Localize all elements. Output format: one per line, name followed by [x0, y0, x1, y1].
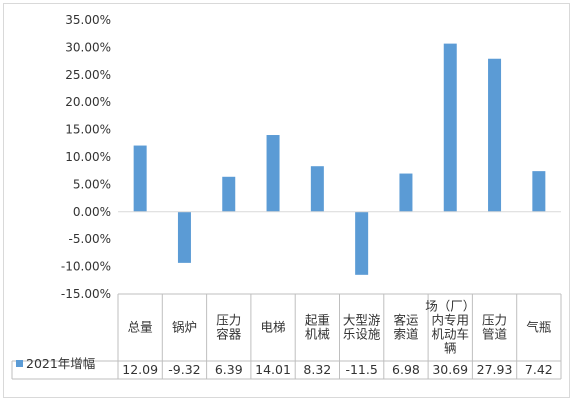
chart-frame: 35.00% 30.00% 25.00% 20.00% 15.00% 10.00% 5.00… — [3, 3, 570, 398]
category-label: 内专用 — [431, 313, 469, 328]
bar — [488, 58, 502, 212]
data-label: 14.01 — [255, 362, 291, 377]
y-tick-label: 20.00% — [65, 95, 111, 109]
category-label: 客运 — [393, 313, 419, 328]
bar — [310, 166, 324, 212]
bar — [266, 135, 280, 212]
y-tick-label: 25.00% — [65, 68, 111, 82]
y-tick-label: 10.00% — [65, 150, 111, 164]
bar — [177, 211, 191, 263]
legend-label: 2021年增幅 — [26, 356, 95, 371]
data-label: 12.09 — [122, 362, 158, 377]
y-tick-label: -10.00% — [61, 260, 111, 274]
category-label: 锅炉 — [172, 320, 197, 335]
legend: 2021年增幅 — [16, 356, 95, 371]
category-label: 乐设施 — [343, 327, 381, 342]
y-tick-label: -5.00% — [69, 232, 111, 246]
bar — [443, 43, 457, 212]
legend-swatch — [16, 360, 23, 367]
category-label: 电梯 — [261, 320, 286, 335]
category-label: 场（厂） — [425, 299, 475, 314]
bar — [399, 173, 413, 212]
category-label: 总量 — [128, 320, 153, 335]
y-tick-label: 35.00% — [65, 13, 111, 27]
y-tick-label: 0.00% — [73, 205, 111, 219]
bar — [355, 211, 369, 275]
data-label: 30.69 — [432, 362, 468, 377]
chart-svg: 35.00% 30.00% 25.00% 20.00% 15.00% 10.00% 5.00… — [11, 13, 562, 380]
data-label: 6.98 — [392, 362, 420, 377]
data-label: 27.93 — [477, 362, 513, 377]
data-label: 6.39 — [215, 362, 243, 377]
category-label: 压力 — [216, 313, 241, 328]
data-label: -11.5 — [345, 362, 377, 377]
category-label: 索道 — [393, 327, 419, 342]
y-tick-label: 5.00% — [73, 177, 111, 191]
bar — [133, 145, 147, 212]
category-label: 管道 — [482, 327, 508, 342]
category-label: 辆 — [444, 341, 457, 356]
data-label: 8.32 — [303, 362, 331, 377]
y-tick-label: 30.00% — [65, 40, 111, 54]
category-label: 压力 — [482, 313, 507, 328]
category-label: 机动车 — [431, 327, 469, 342]
category-label: 起重 — [305, 313, 330, 328]
category-label: 大型游 — [343, 313, 381, 328]
category-label: 气瓶 — [526, 320, 551, 335]
bars — [133, 43, 546, 275]
category-label: 机械 — [305, 327, 331, 342]
y-tick-label: 15.00% — [65, 123, 111, 137]
data-label: -9.32 — [168, 362, 200, 377]
data-table: 总量 锅炉 压力容器 电梯 起重机械大型游乐设施客运索道场（厂）内专用机动车辆压力管道气… — [11, 293, 562, 380]
y-axis-ticks: 35.00% 30.00% 25.00% 20.00% 15.00% 10.00% 5.00… — [61, 13, 111, 301]
bar — [532, 171, 546, 212]
category-label: 容器 — [216, 327, 242, 342]
y-tick-label: -15.00% — [61, 287, 111, 301]
data-label: 7.42 — [525, 362, 553, 377]
bar — [222, 176, 236, 212]
